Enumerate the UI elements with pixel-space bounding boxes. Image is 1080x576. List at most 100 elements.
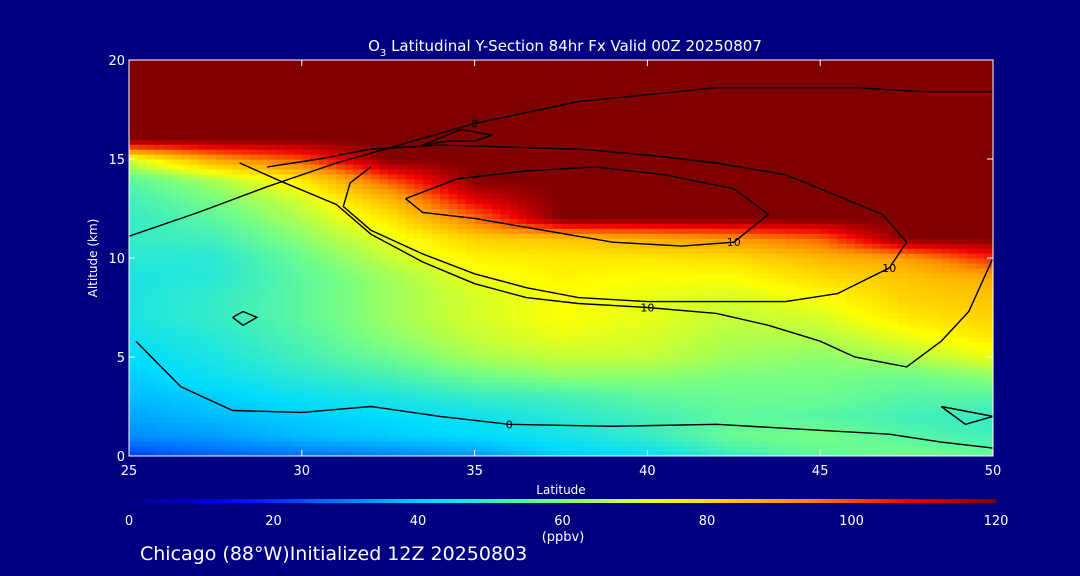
heatmap-cell bbox=[327, 79, 337, 86]
heatmap-cell bbox=[552, 332, 562, 338]
heatmap-cell bbox=[647, 149, 657, 155]
heatmap-cell bbox=[604, 99, 614, 106]
heatmap-cell bbox=[319, 441, 329, 447]
heatmap-cell bbox=[180, 297, 191, 304]
heatmap-cell bbox=[327, 332, 337, 338]
heatmap-cell bbox=[656, 89, 666, 96]
heatmap-cell bbox=[129, 267, 139, 274]
heatmap-cell bbox=[405, 124, 415, 130]
heatmap-cell bbox=[448, 307, 458, 314]
heatmap-cell bbox=[465, 292, 476, 299]
heatmap-cell bbox=[284, 89, 294, 96]
heatmap-cell bbox=[129, 89, 139, 96]
heatmap-cell bbox=[172, 89, 182, 96]
heatmap-cell bbox=[569, 332, 579, 338]
heatmap-cell bbox=[189, 134, 199, 140]
heatmap-cell bbox=[621, 357, 631, 363]
heatmap-cell bbox=[405, 248, 415, 254]
heatmap-cell bbox=[275, 426, 286, 432]
heatmap-cell bbox=[301, 99, 312, 106]
heatmap-cell bbox=[509, 124, 519, 130]
heatmap-cell bbox=[258, 322, 268, 328]
heatmap-cell bbox=[474, 198, 484, 205]
heatmap-cell bbox=[336, 129, 346, 135]
heatmap-cell bbox=[206, 401, 216, 408]
heatmap-cell bbox=[336, 391, 346, 398]
heatmap-cell bbox=[569, 352, 579, 358]
heatmap-cell bbox=[137, 69, 147, 76]
heatmap-cell bbox=[647, 144, 657, 150]
heatmap-cell bbox=[224, 297, 234, 304]
heatmap-cell bbox=[224, 173, 234, 180]
heatmap-cell bbox=[284, 64, 294, 71]
heatmap-cell bbox=[396, 352, 407, 358]
heatmap-cell bbox=[388, 366, 398, 373]
heatmap-cell bbox=[621, 317, 631, 323]
heatmap-cell bbox=[163, 267, 173, 274]
heatmap-cell bbox=[284, 312, 294, 318]
heatmap-cell bbox=[500, 178, 510, 185]
heatmap-cell bbox=[275, 64, 286, 71]
heatmap-cell bbox=[180, 253, 191, 259]
heatmap-cell bbox=[440, 94, 450, 101]
heatmap-cell bbox=[621, 307, 631, 314]
heatmap-cell bbox=[517, 99, 528, 106]
heatmap-cell bbox=[206, 312, 216, 318]
heatmap-cell bbox=[146, 60, 156, 66]
heatmap-cell bbox=[241, 198, 251, 205]
heatmap-cell bbox=[379, 416, 389, 422]
heatmap-cell bbox=[465, 312, 476, 318]
heatmap-cell bbox=[535, 233, 545, 239]
heatmap-cell bbox=[465, 218, 476, 224]
heatmap-cell bbox=[595, 451, 605, 456]
heatmap-cell bbox=[612, 223, 623, 229]
heatmap-cell bbox=[535, 322, 545, 328]
heatmap-cell bbox=[586, 391, 597, 398]
heatmap-cell bbox=[630, 243, 640, 249]
heatmap-cell bbox=[215, 253, 225, 259]
heatmap-cell bbox=[301, 104, 312, 111]
heatmap-cell bbox=[500, 94, 510, 101]
heatmap-cell bbox=[630, 451, 640, 456]
heatmap-cell bbox=[552, 203, 562, 210]
heatmap-cell bbox=[656, 302, 666, 309]
heatmap-cell bbox=[561, 391, 571, 398]
heatmap-cell bbox=[180, 144, 191, 150]
heatmap-cell bbox=[517, 361, 528, 368]
heatmap-cell bbox=[241, 297, 251, 304]
heatmap-cell bbox=[595, 198, 605, 205]
heatmap-cell bbox=[586, 337, 597, 343]
heatmap-cell bbox=[249, 178, 260, 185]
heatmap-cell bbox=[362, 64, 372, 71]
heatmap-cell bbox=[414, 233, 424, 239]
heatmap-cell bbox=[180, 173, 191, 180]
heatmap-cell bbox=[241, 228, 251, 234]
heatmap-cell bbox=[647, 277, 657, 284]
heatmap-cell bbox=[474, 178, 484, 185]
heatmap-cell bbox=[630, 441, 640, 447]
heatmap-cell bbox=[509, 248, 519, 254]
heatmap-cell bbox=[129, 297, 139, 304]
heatmap-cell bbox=[319, 139, 329, 145]
heatmap-cell bbox=[647, 386, 657, 393]
heatmap-cell bbox=[500, 74, 510, 81]
heatmap-cell bbox=[526, 104, 536, 111]
heatmap-cell bbox=[137, 114, 147, 120]
heatmap-cell bbox=[405, 84, 415, 91]
heatmap-cell bbox=[249, 159, 260, 165]
heatmap-cell bbox=[664, 391, 674, 398]
heatmap-cell bbox=[630, 203, 640, 210]
heatmap-cell bbox=[154, 258, 165, 264]
heatmap-cell bbox=[414, 198, 424, 205]
heatmap-cell bbox=[630, 129, 640, 135]
heatmap-cell bbox=[379, 386, 389, 393]
heatmap-cell bbox=[638, 376, 648, 383]
heatmap-cell bbox=[284, 238, 294, 244]
heatmap-cell bbox=[535, 228, 545, 234]
heatmap-cell bbox=[275, 272, 286, 279]
heatmap-cell bbox=[336, 347, 346, 353]
heatmap-cell bbox=[474, 134, 484, 140]
heatmap-cell bbox=[500, 322, 510, 328]
heatmap-cell bbox=[569, 426, 579, 432]
